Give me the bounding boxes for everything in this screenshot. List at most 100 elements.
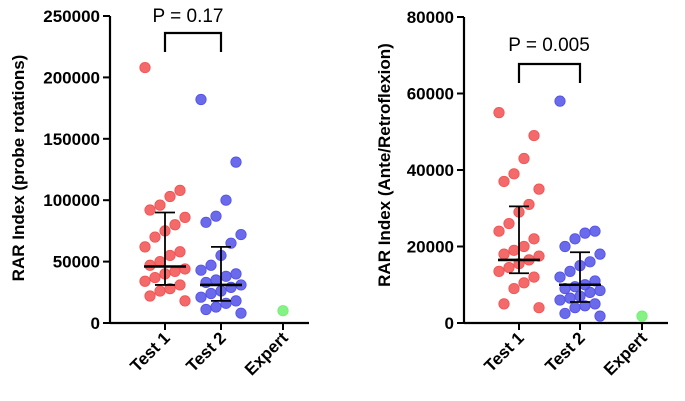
y-axis-title: RAR Index (Ante/Retroflexion) <box>375 43 394 287</box>
data-point <box>523 198 535 211</box>
data-point <box>503 261 515 274</box>
data-point <box>149 271 161 284</box>
chart-panel-ante-retroflexion: RAR Index (Ante/Retroflexion) P = 0.005 … <box>375 8 668 379</box>
data-point <box>584 256 596 268</box>
data-point <box>594 310 606 322</box>
significance-bracket <box>163 31 223 52</box>
y-tick-label: 80000 <box>407 8 454 27</box>
y-tick-label: 200000 <box>43 68 100 87</box>
data-point <box>154 285 166 297</box>
data-point <box>230 268 242 280</box>
y-tick-label: 60000 <box>407 85 454 104</box>
data-point <box>493 265 505 277</box>
p-value-annotation: P = 0.17 <box>153 6 224 27</box>
x-tick-label: Expert <box>600 328 651 379</box>
data-point <box>139 61 151 74</box>
data-point <box>195 93 207 106</box>
data-point <box>528 129 540 142</box>
data-point <box>174 279 186 291</box>
x-tick-label: Test 2 <box>542 328 589 375</box>
data-point <box>220 297 232 309</box>
data-point <box>174 246 186 258</box>
data-point <box>554 271 566 283</box>
data-point <box>205 287 217 300</box>
y-tick-label: 250000 <box>43 7 100 26</box>
data-point <box>179 295 191 307</box>
data-point <box>508 168 520 180</box>
data-point <box>205 259 217 271</box>
data-point <box>174 184 186 196</box>
data-point <box>589 298 601 310</box>
data-point <box>235 307 247 319</box>
data-point <box>235 228 247 241</box>
data-point <box>164 190 176 203</box>
data-point <box>169 219 181 231</box>
data-point <box>498 298 510 310</box>
data-point <box>154 199 166 211</box>
x-tick-label: Expert <box>241 328 292 379</box>
y-tick-label: 40000 <box>407 161 454 180</box>
data-point <box>503 217 515 230</box>
y-tick-label: 50000 <box>53 253 100 272</box>
y-tick-label: 0 <box>445 314 454 333</box>
x-tick-label: Test 1 <box>127 328 174 375</box>
data-point <box>569 281 581 293</box>
data-point <box>559 307 571 320</box>
data-point <box>493 225 505 237</box>
data-point <box>584 286 596 298</box>
data-point <box>230 295 242 307</box>
data-point <box>518 240 530 253</box>
data-point <box>210 301 222 313</box>
x-tick-label: Test 2 <box>183 328 230 375</box>
data-point <box>533 302 545 314</box>
data-point <box>195 264 207 276</box>
data-point <box>636 310 648 322</box>
p-value-annotation: P = 0.005 <box>508 35 590 56</box>
data-point <box>554 95 566 107</box>
data-point <box>144 290 156 302</box>
x-tick-label: Test 1 <box>481 328 528 375</box>
y-tick-label: 20000 <box>407 238 454 257</box>
data-point <box>528 233 540 245</box>
data-point <box>528 271 540 283</box>
data-point <box>164 249 176 262</box>
data-point <box>493 107 505 119</box>
data-point <box>508 282 520 295</box>
data-point <box>498 175 510 188</box>
data-point <box>139 241 151 253</box>
data-point <box>220 270 232 282</box>
data-point <box>230 156 242 168</box>
y-tick-label: 0 <box>91 314 100 333</box>
data-point <box>594 284 606 297</box>
chart-panel-probe-rotations: RAR Index (probe rotations) P = 0.17 0 50… <box>9 6 309 379</box>
data-point <box>149 231 161 243</box>
data-point <box>179 211 191 223</box>
data-point <box>498 248 510 260</box>
data-point <box>579 227 591 239</box>
data-point <box>225 237 237 249</box>
data-point <box>569 233 581 245</box>
data-point <box>200 216 212 228</box>
data-point <box>518 152 530 165</box>
data-point <box>139 275 151 287</box>
data-point <box>533 183 545 195</box>
data-point <box>144 204 156 216</box>
y-tick-label: 100000 <box>43 191 100 210</box>
data-point <box>569 302 581 314</box>
data-point <box>564 265 576 277</box>
y-tick-label: 150000 <box>43 130 100 149</box>
data-point <box>508 244 520 256</box>
data-point <box>277 305 289 317</box>
data-point <box>210 210 222 222</box>
data-point <box>554 294 566 306</box>
data-point <box>518 277 530 289</box>
data-point <box>594 248 606 260</box>
data-point <box>589 225 601 237</box>
y-axis-title: RAR Index (probe rotations) <box>9 55 28 282</box>
data-point <box>220 194 232 206</box>
data-point <box>195 291 207 303</box>
data-point <box>559 240 571 253</box>
significance-bracket <box>517 62 582 83</box>
data-point <box>200 303 212 316</box>
